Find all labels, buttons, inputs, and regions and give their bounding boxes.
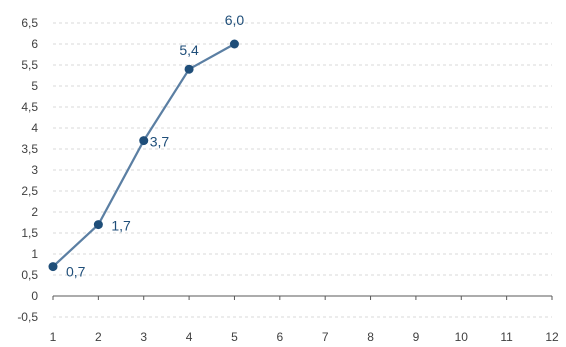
data-label: 5,4 xyxy=(179,42,199,58)
axes xyxy=(52,295,553,300)
series-markers xyxy=(48,39,239,272)
x-tick-label: 9 xyxy=(413,330,420,344)
data-point-marker xyxy=(93,220,103,230)
y-tick-label: 3,5 xyxy=(21,142,38,156)
x-tick-label: 4 xyxy=(186,330,193,344)
x-tick-label: 10 xyxy=(455,330,469,344)
y-tick-label: 6 xyxy=(31,37,38,51)
y-tick-label: 1,5 xyxy=(21,226,38,240)
x-tick-label: 5 xyxy=(231,330,238,344)
x-tick-label: 3 xyxy=(140,330,147,344)
data-point-marker xyxy=(48,262,58,272)
x-tick-label: 1 xyxy=(50,330,57,344)
data-label: 6,0 xyxy=(225,12,245,28)
y-tick-label: 1 xyxy=(31,247,38,261)
data-point-marker xyxy=(229,39,239,49)
data-label: 1,7 xyxy=(111,218,131,234)
x-tick-label: 7 xyxy=(322,330,329,344)
x-tick-label: 12 xyxy=(545,330,559,344)
y-tick-label: 0 xyxy=(31,289,38,303)
gridlines xyxy=(53,22,552,318)
y-tick-label: 2,5 xyxy=(21,184,38,198)
y-axis-tick-labels: -0,5 0 0,5 1 1,5 2 2,5 3 3,5 4 4,5 5 5,5 6 6,5 xyxy=(17,16,38,324)
x-tick-label: 11 xyxy=(500,330,513,344)
x-tick-label: 6 xyxy=(276,330,283,344)
y-tick-label: 5 xyxy=(31,79,38,93)
y-tick-label: 0,5 xyxy=(21,268,38,282)
y-tick-label: -0,5 xyxy=(17,310,38,324)
y-tick-label: 6,5 xyxy=(21,16,38,30)
y-tick-label: 3 xyxy=(31,163,38,177)
data-labels: 0,7 1,7 3,7 5,4 6,0 xyxy=(66,12,244,280)
y-tick-label: 2 xyxy=(31,205,38,219)
x-axis-tick-labels: 1 2 3 4 5 6 7 8 9 10 11 12 xyxy=(50,330,559,344)
x-tick-label: 2 xyxy=(95,330,102,344)
data-point-marker xyxy=(184,64,194,74)
data-label: 3,7 xyxy=(150,134,170,150)
data-label: 0,7 xyxy=(66,264,86,280)
y-tick-label: 4,5 xyxy=(21,100,38,114)
x-tick-label: 8 xyxy=(367,330,374,344)
y-tick-label: 5,5 xyxy=(21,58,38,72)
y-tick-label: 4 xyxy=(31,121,38,135)
data-point-marker xyxy=(139,136,149,146)
